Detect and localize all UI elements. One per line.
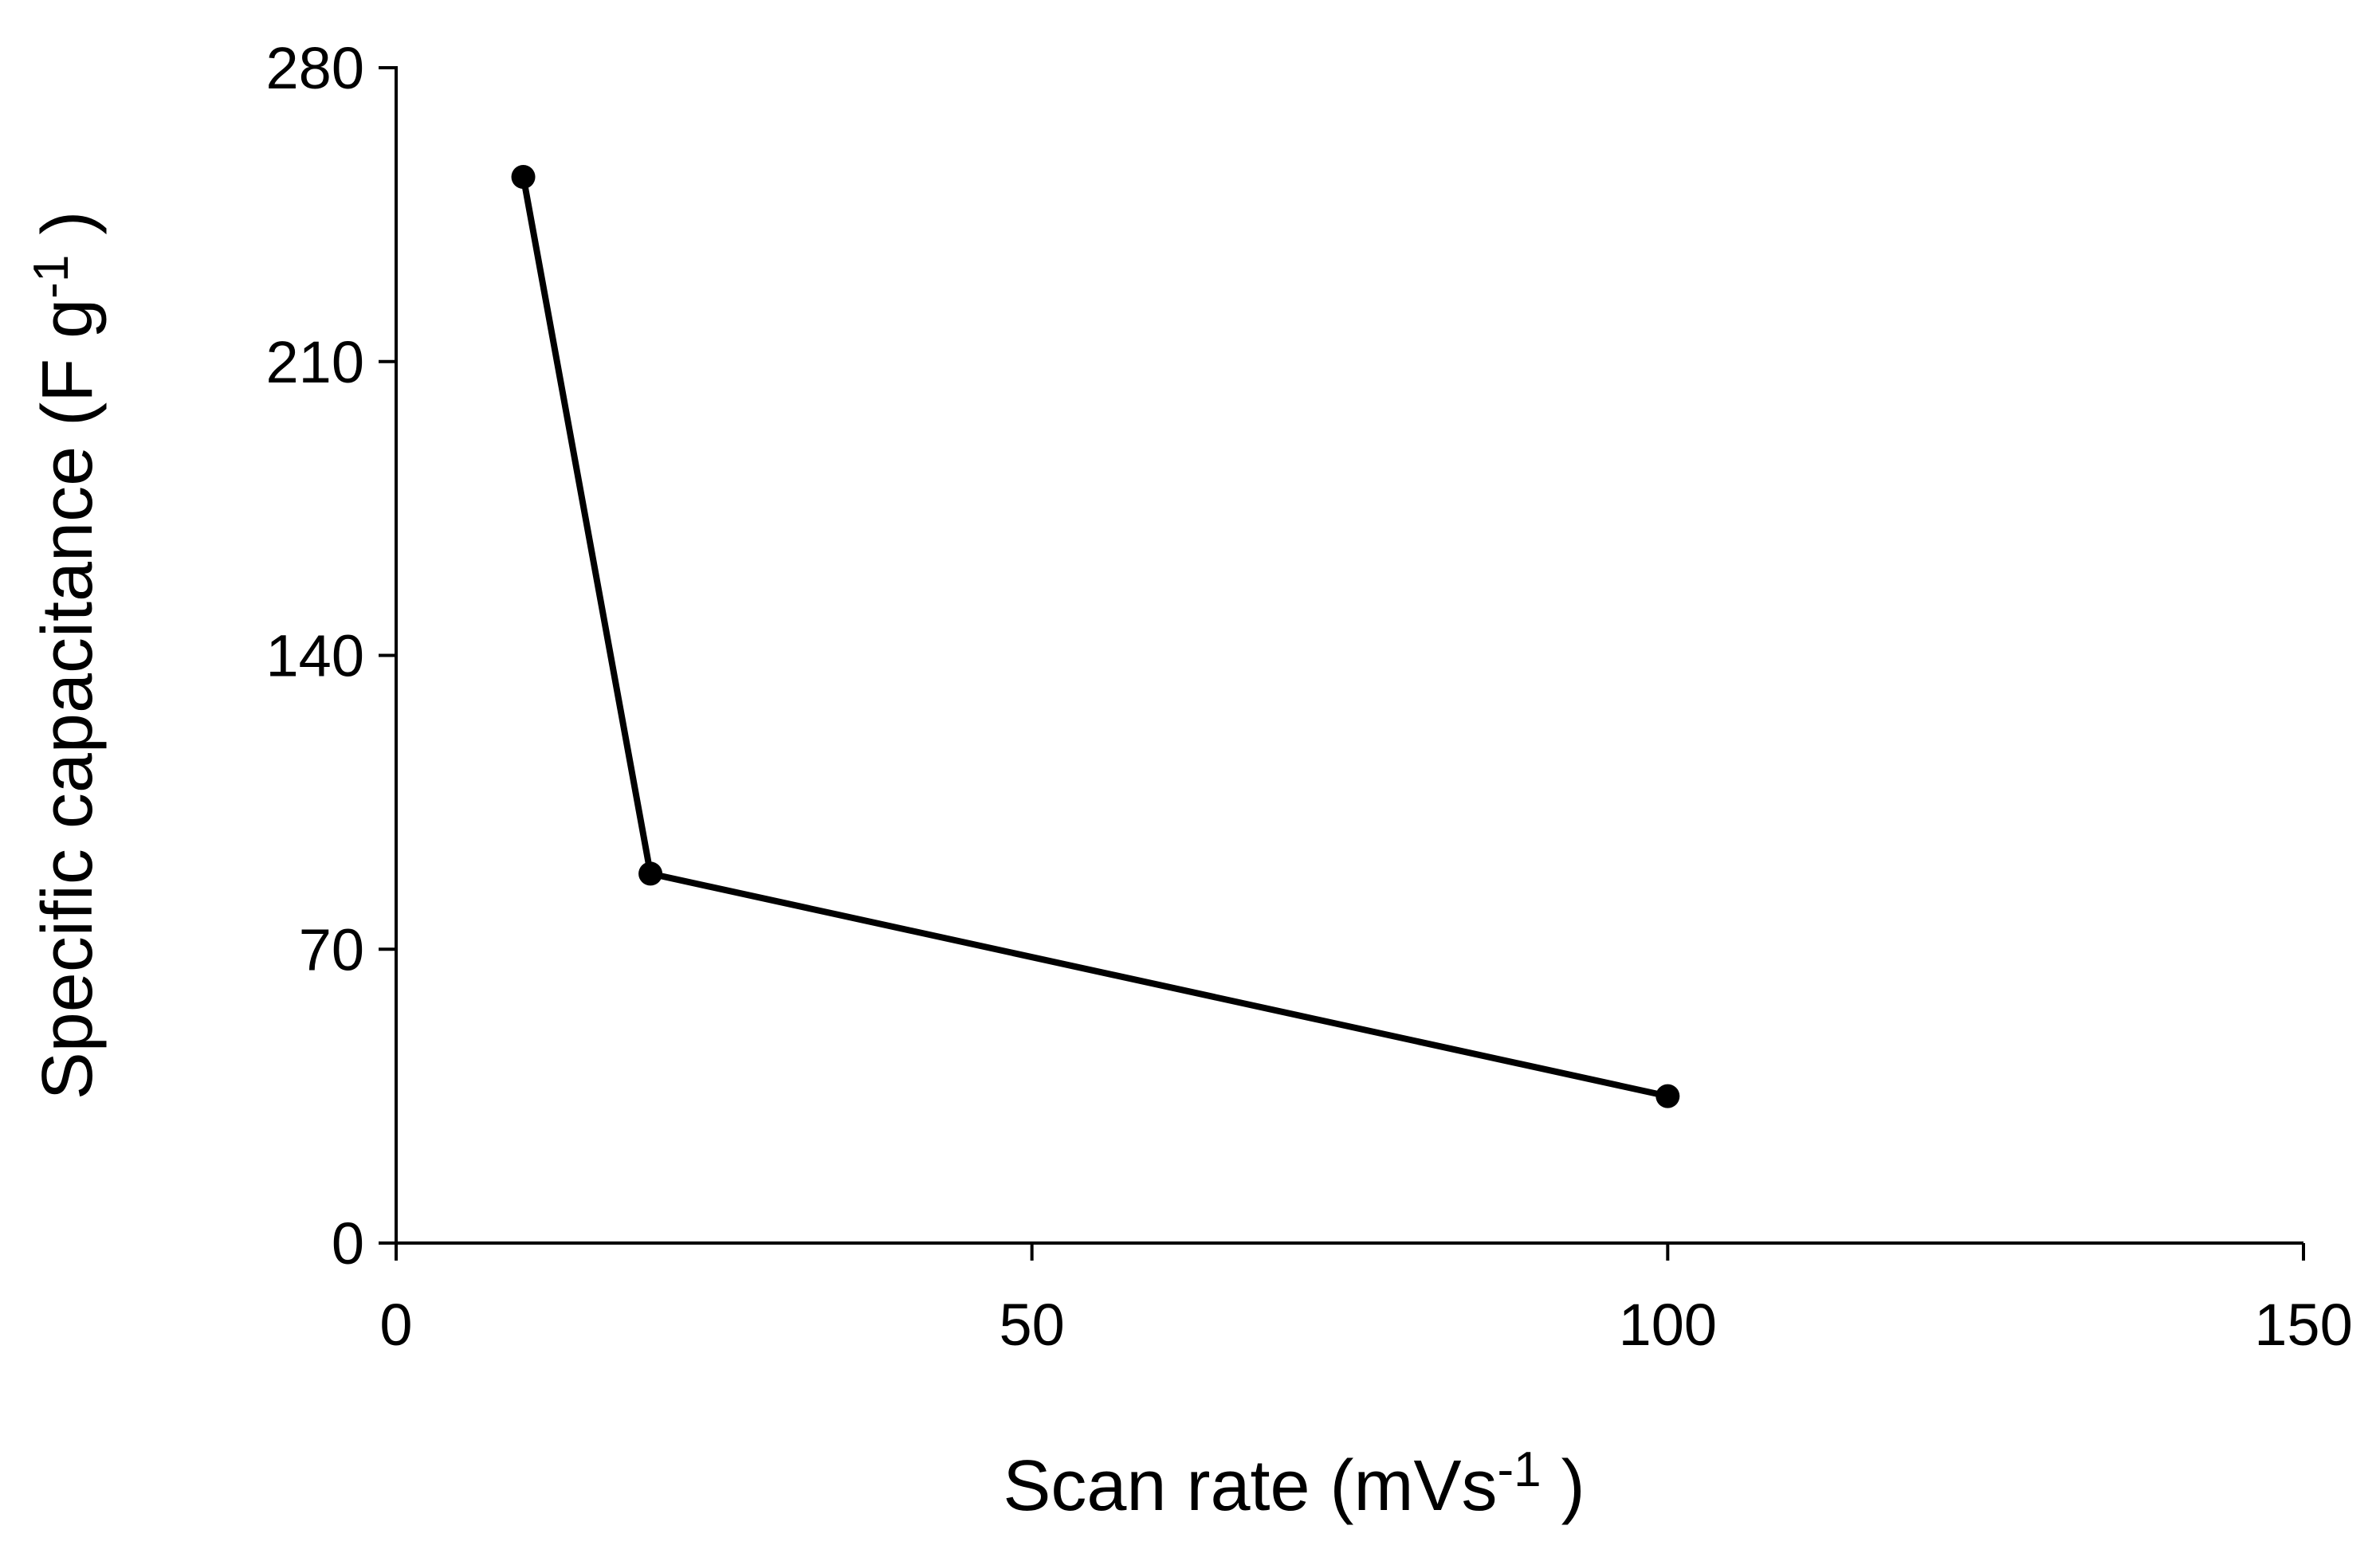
plot-area: 0 70 140 210 280 0 50 100 150	[266, 35, 2353, 1358]
x-axis-title-sup: -1	[1498, 1442, 1542, 1497]
y-tick-label: 0	[332, 1210, 364, 1277]
y-tick-label: 280	[266, 35, 364, 101]
x-tick-label: 0	[379, 1292, 412, 1358]
x-axis-title-tail: )	[1542, 1446, 1585, 1526]
y-tick-label: 70	[299, 916, 364, 982]
x-tick-label: 100	[1619, 1292, 1717, 1358]
y-axis-ticks: 0 70 140 210 280	[266, 35, 396, 1277]
y-tick-label: 210	[266, 329, 364, 395]
data-point	[511, 164, 536, 189]
y-axis-title-main: Specific capacitance (F g	[28, 299, 108, 1100]
x-tick-label: 150	[2254, 1292, 2352, 1358]
series-layer	[511, 164, 1680, 1108]
series-line	[520, 176, 1669, 1100]
x-axis-title-main: Scan rate (mVs	[1003, 1446, 1497, 1526]
y-axis-title-tail: )	[28, 211, 108, 255]
x-tick-label: 50	[1000, 1292, 1065, 1358]
data-point	[638, 861, 663, 886]
y-axis-title-sup: -1	[24, 255, 79, 299]
data-point	[1655, 1084, 1680, 1108]
y-axis-title: Specific capacitance (F g-1 )	[24, 211, 108, 1100]
x-axis-ticks: 0 50 100 150	[379, 1243, 2353, 1358]
x-axis-title: Scan rate (mVs-1 )	[1003, 1442, 1585, 1526]
y-tick-label: 140	[266, 623, 364, 689]
